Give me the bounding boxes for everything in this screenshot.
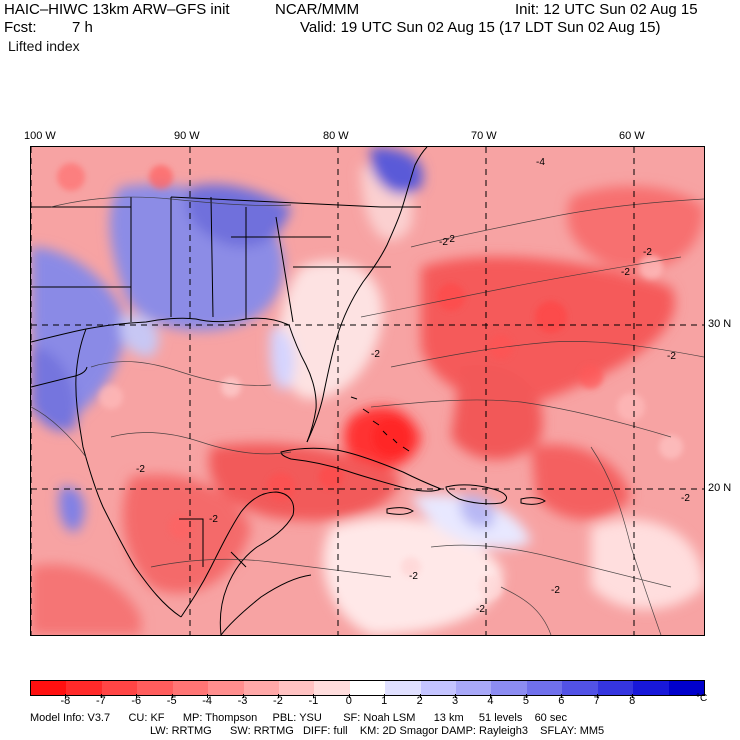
contour-label-group: -2 -2 -2 -2 -2 -2 -2 -2 -2 -2 -4 -2 -2 [136,157,690,615]
colorbar-swatch [66,681,102,695]
contour-label: -2 [136,464,145,475]
colorbar-tick-label: -6 [131,695,142,707]
colorbar-swatch [526,681,563,695]
colorbar-tick [100,694,102,698]
colorbar-swatch [101,681,138,695]
coastlines [31,147,546,635]
contour-label: -2 [476,604,485,615]
fcst-label: Fcst: [4,19,37,36]
colorbar-tick-label: 6 [558,695,565,707]
contour-label: -2 [209,514,218,525]
colorbar-swatch [208,681,244,695]
model-title: HAIC–HIWC 13km ARW–GFS init [4,1,230,18]
colorbar-swatch [420,681,457,695]
field-name: Lifted index [8,38,80,54]
lon-label-100w: 100 W [24,130,56,142]
lon-label-90w: 90 W [174,130,200,142]
colorbar-tick [277,694,279,698]
colorbar-tick [490,694,492,698]
colorbar-tick [65,694,67,698]
lon-label-70w: 70 W [471,130,497,142]
colorbar-swatch [491,681,527,695]
colorbar-tick-label: -7 [95,695,106,707]
map-canvas: -2 -2 -2 -2 -2 -2 -2 -2 -2 -2 -4 -2 -2 [31,147,704,635]
lon-label-60w: 60 W [619,130,645,142]
contour-label: -2 [446,234,455,245]
colorbar-tick-label: -8 [60,695,71,707]
lat-label-20n: 20 N [708,482,732,494]
colorbar-tick-label: -1 [308,695,319,707]
org-label: NCAR/MMM [275,1,360,18]
contour-label: -2 [681,493,690,504]
colorbar-swatch [385,681,421,695]
colorbar-tick [242,694,244,698]
colorbar-swatch [31,681,67,695]
colorbar-tick-label: 2 [416,695,423,707]
init-time: Init: 12 UTC Sun 02 Aug 15 [515,1,698,18]
colorbar-tick-label: -3 [237,695,248,707]
colorbar-swatch [243,681,279,695]
contour-label: -2 [621,267,630,278]
colorbar-swatch [349,681,386,695]
colorbar-tick-label: 5 [522,695,529,707]
colorbar-unit: °C [696,693,708,704]
colorbar-tick [525,694,527,698]
colorbar-tick-label: -4 [202,695,212,707]
colorbar-tick [136,694,138,698]
contour-label: -2 [667,351,676,362]
contour-label: -2 [643,247,652,258]
colorbar-tick-label: 8 [629,695,636,707]
lifted-index-map[interactable]: -2 -2 -2 -2 -2 -2 -2 -2 -2 -2 -4 -2 -2 [30,146,705,636]
colorbar-tick [348,694,350,698]
colorbar-swatch [278,681,315,695]
colorbar-tick [171,694,173,698]
lat-label-30n: 30 N [708,318,732,330]
contour-label: -2 [439,237,448,248]
model-info-line2: LW: RRTMG SW: RRTMG DIFF: full KM: 2D Sm… [150,725,605,737]
colorbar-tick-label: 7 [593,695,600,707]
colorbar-tick-label: -2 [273,695,283,707]
colorbar-swatch [456,681,492,695]
colorbar-tick-label: 4 [487,695,494,707]
colorbar-tick [419,694,421,698]
colorbar-tick [455,694,457,698]
contour-label: -4 [536,157,545,168]
colorbar-tick [632,694,634,698]
colorbar-swatch [633,681,669,695]
colorbar-tick-label: -5 [166,695,177,707]
colorbar [30,680,705,696]
field-shading [31,147,704,635]
colorbar-tick-label: 0 [345,695,352,707]
colorbar-tick [207,694,209,698]
colorbar-swatch [668,681,705,695]
lon-label-80w: 80 W [323,130,349,142]
field-texture [57,163,683,599]
contour-label: -2 [409,571,418,582]
colorbar-swatch [314,681,350,695]
colorbar-tick [384,694,386,698]
contour-label: -2 [551,585,560,596]
colorbar-swatch [597,681,634,695]
colorbar-tick [561,694,563,698]
colorbar-tick-label: 3 [451,695,459,707]
colorbar-tick-label: 1 [381,695,388,707]
fcst-value: 7 h [72,19,93,36]
colorbar-tick [596,694,598,698]
colorbar-tick [313,694,315,698]
colorbar-swatch [562,681,598,695]
colorbar-swatch [172,681,209,695]
valid-time: Valid: 19 UTC Sun 02 Aug 15 (17 LDT Sun … [300,19,661,36]
colorbar-swatch [137,681,173,695]
model-info-line1: Model Info: V3.7 CU: KF MP: Thompson PBL… [30,712,567,724]
lat-lon-grid [31,147,704,635]
contour-label: -2 [371,349,380,360]
